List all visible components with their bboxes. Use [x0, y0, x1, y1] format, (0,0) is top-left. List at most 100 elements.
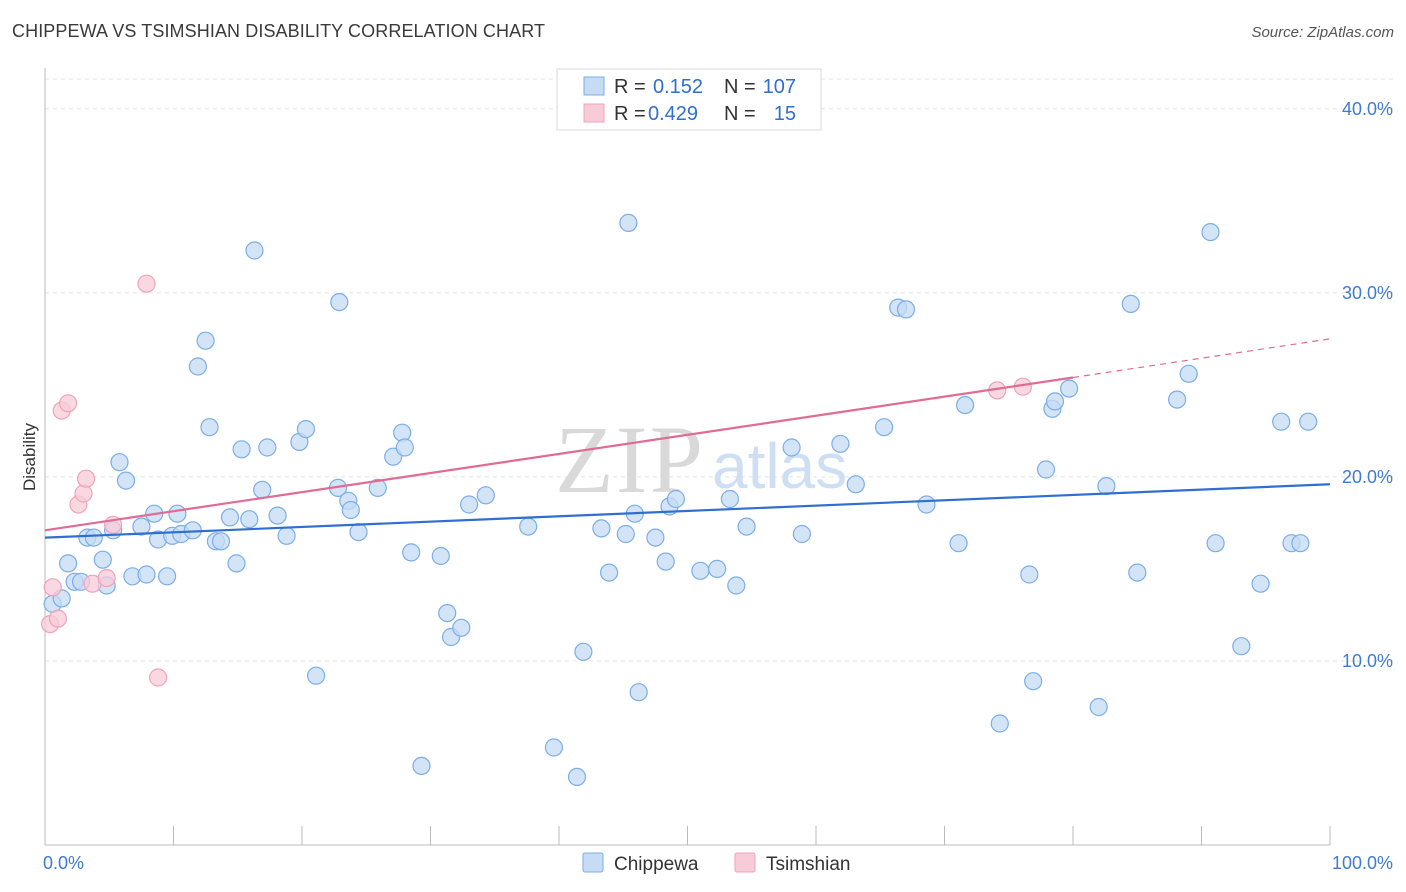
point-chippewa: [1179, 364, 1198, 383]
point-chippewa: [917, 495, 936, 514]
point-chippewa: [1059, 379, 1079, 398]
point-chippewa: [831, 434, 850, 453]
point-chippewa: [110, 453, 129, 472]
axes: [44, 68, 1331, 846]
point-chippewa: [1020, 565, 1039, 584]
point-chippewa: [846, 475, 865, 494]
point-chippewa: [666, 489, 686, 509]
trend-line-chippewa: [44, 483, 1331, 539]
trend-line-tsimshian: [44, 376, 1074, 532]
point-chippewa: [1291, 534, 1310, 553]
point-chippewa: [158, 567, 177, 586]
stats-r-label-tsimshian: R =: [614, 103, 646, 125]
point-chippewa: [691, 561, 710, 580]
y-tick-labels: 10.0% 20.0% 30.0% 40.0%: [1342, 99, 1393, 671]
chart-source: Source: ZipAtlas.com: [1251, 24, 1394, 41]
point-chippewa: [277, 526, 296, 545]
point-chippewa: [599, 563, 619, 582]
point-chippewa: [990, 714, 1009, 733]
point-chippewa: [116, 471, 136, 490]
stats-n-label-tsimshian: N =: [724, 103, 756, 125]
stats-n-value-tsimshian: 15: [774, 103, 796, 125]
point-chippewa: [955, 396, 975, 415]
stats-n-value-chippewa: 107: [763, 76, 796, 98]
stats-legend: R = 0.152 N = 107 R = 0.429 N = 15: [556, 68, 822, 131]
stats-n-label-chippewa: N =: [724, 76, 756, 98]
watermark: ZIP atlas: [555, 406, 847, 513]
point-chippewa: [707, 559, 727, 579]
point-chippewa: [1232, 637, 1251, 656]
point-chippewa: [1272, 412, 1291, 431]
point-chippewa: [574, 642, 593, 661]
x-tick-label-max: 100.0%: [1332, 853, 1393, 873]
point-chippewa: [258, 438, 277, 457]
y-tick-label: 20.0%: [1342, 467, 1393, 487]
point-chippewa: [874, 418, 894, 437]
point-chippewa: [1167, 390, 1187, 409]
point-chippewa: [1206, 534, 1225, 553]
trend-lines: [44, 338, 1331, 539]
legend-swatch-chippewa: [582, 852, 604, 873]
y-tick-label: 10.0%: [1342, 651, 1393, 671]
stats-r-value-chippewa: 0.152: [653, 76, 703, 98]
point-chippewa: [1201, 223, 1220, 242]
point-chippewa: [619, 213, 638, 232]
point-chippewa: [727, 576, 746, 595]
point-chippewa: [84, 528, 103, 547]
point-chippewa: [1121, 294, 1140, 313]
point-chippewa: [330, 293, 349, 312]
point-chippewa: [232, 440, 251, 459]
point-chippewa: [782, 438, 801, 457]
point-tsimshian: [48, 609, 68, 628]
point-chippewa: [227, 554, 246, 573]
point-tsimshian: [137, 274, 156, 293]
point-chippewa: [93, 550, 112, 569]
y-tick-label: 40.0%: [1342, 99, 1393, 119]
point-tsimshian: [74, 484, 93, 503]
point-chippewa: [1128, 563, 1147, 582]
point-chippewa: [949, 534, 968, 553]
point-chippewa: [896, 300, 916, 319]
point-chippewa: [412, 756, 431, 776]
x-tick-label-min: 0.0%: [43, 853, 84, 873]
point-chippewa: [592, 519, 611, 538]
point-chippewa: [656, 552, 675, 571]
point-chippewa: [616, 524, 635, 544]
point-tsimshian: [76, 469, 96, 488]
point-chippewa: [220, 508, 240, 527]
point-chippewa: [245, 241, 264, 260]
y-tick-label: 30.0%: [1342, 283, 1393, 303]
point-chippewa: [544, 738, 564, 757]
stats-swatch-chippewa: [583, 76, 605, 96]
point-chippewa: [132, 517, 151, 536]
point-chippewa: [431, 546, 450, 566]
chart-title: CHIPPEWA VS TSIMSHIAN DISABILITY CORRELA…: [12, 21, 546, 41]
point-chippewa: [200, 418, 219, 437]
point-chippewa: [567, 767, 587, 787]
point-chippewa: [629, 683, 648, 702]
point-chippewa: [268, 506, 287, 525]
point-chippewa: [1097, 477, 1116, 496]
point-tsimshian: [58, 394, 78, 413]
point-chippewa: [1045, 392, 1065, 411]
legend-label-tsimshian: Tsimshian: [766, 854, 850, 875]
point-chippewa: [168, 504, 187, 523]
point-chippewa: [188, 357, 207, 376]
point-chippewa: [792, 524, 812, 544]
point-chippewa: [368, 478, 387, 497]
point-chippewa: [519, 517, 538, 536]
point-tsimshian: [43, 578, 62, 597]
point-chippewa: [1299, 412, 1318, 431]
point-chippewa: [737, 517, 756, 536]
point-chippewa: [1251, 574, 1270, 593]
legend-swatch-tsimshian: [734, 852, 756, 873]
stats-swatch-tsimshian: [583, 103, 605, 123]
point-chippewa: [196, 331, 215, 350]
point-chippewa: [211, 532, 231, 551]
point-chippewa: [296, 420, 315, 439]
point-chippewa: [720, 489, 740, 509]
point-chippewa: [307, 666, 326, 685]
point-chippewa: [58, 554, 78, 573]
stats-r-label-chippewa: R =: [614, 76, 646, 98]
